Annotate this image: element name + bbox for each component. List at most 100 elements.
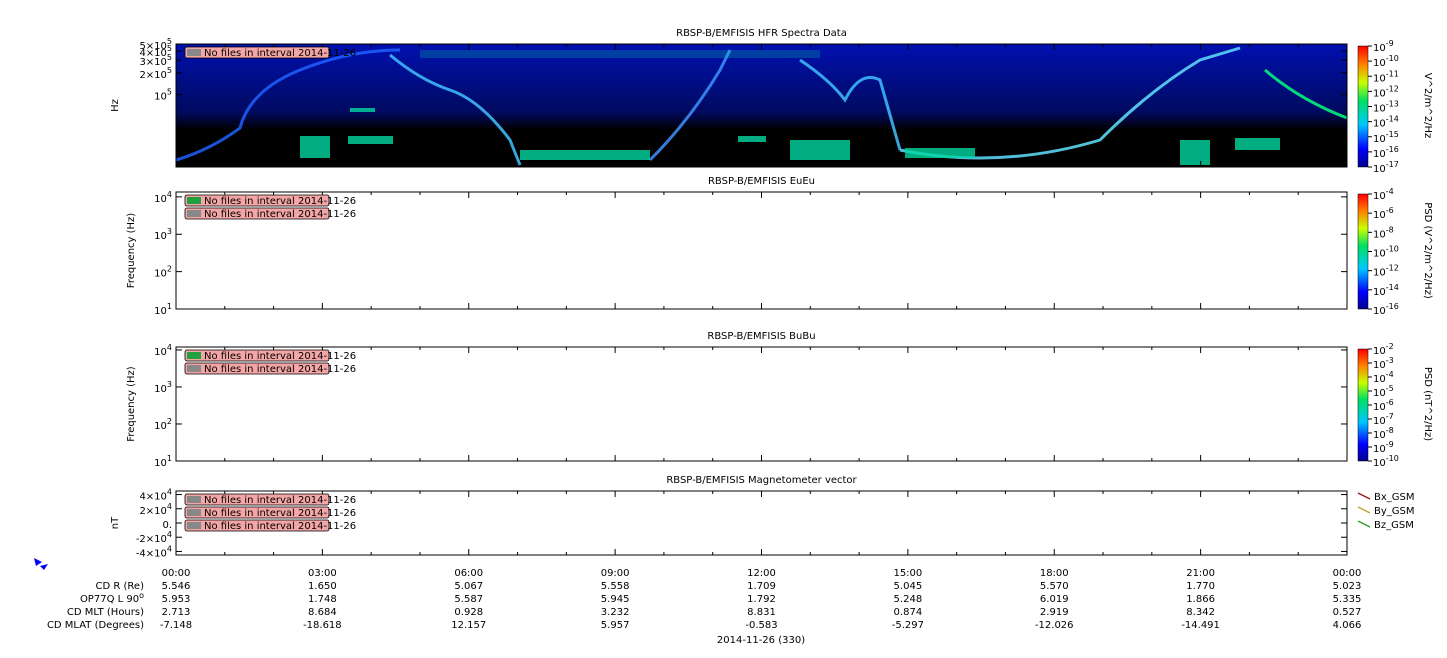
ephemeris-label-text: CD MLAT (Degrees) (47, 620, 144, 631)
colorbar-tick-label-exp: -6 (1386, 398, 1394, 407)
colorbar-tick-label-base: 10 (1373, 287, 1386, 298)
ephemeris-value: 0.527 (1333, 607, 1362, 618)
ephemeris-label-text: OP77Q L 90 (80, 594, 139, 605)
ephemeris-label: CD MLAT (Degrees) (47, 620, 144, 631)
colorbar-tick-label-exp: -4 (1386, 187, 1394, 196)
y-tick-label-base: 2×10 (139, 70, 166, 81)
ephemeris-value: 5.587 (454, 594, 483, 605)
y-tick-label-exp: 5 (167, 65, 172, 74)
ephemeris-value: 3.232 (601, 607, 630, 618)
ephemeris-value: -12.026 (1035, 620, 1074, 631)
colorbar-tick-label: 10-2 (1373, 342, 1394, 358)
x-tick-label: 09:00 (601, 568, 630, 579)
note-box (184, 362, 330, 375)
panel-title: RBSP-B/EMFISIS HFR Spectra Data (676, 28, 847, 39)
y-tick-label-base: 10 (154, 231, 167, 242)
colorbar-tick-label: 10-12 (1373, 263, 1399, 279)
note-box (184, 493, 330, 506)
colorbar-tick-label-base: 10 (1373, 388, 1386, 399)
note-text: No files in interval 2014-11-26 (204, 196, 356, 207)
ephemeris-value: 5.957 (601, 620, 630, 631)
legend-label: Bx_GSM (1374, 492, 1415, 503)
note-box (184, 46, 330, 59)
y-axis-label: nT (110, 516, 121, 529)
y-tick-label: 3×105 (139, 53, 172, 69)
y-tick-label: 0. (162, 520, 172, 531)
colorbar-tick-label: 10-8 (1373, 225, 1394, 241)
y-tick-label-exp: 4 (167, 530, 172, 539)
ephemeris-value: 5.945 (601, 594, 630, 605)
ephemeris-label: OP77Q L 90o (80, 591, 144, 606)
colorbar-tick-label-base: 10 (1373, 402, 1386, 413)
note-icon (187, 496, 201, 503)
colorbar-tick-label-exp: -14 (1386, 282, 1399, 291)
ephemeris-label: CD R (Re) (96, 581, 145, 592)
y-tick-label-exp: 4 (167, 544, 172, 553)
colorbar-tick-label-exp: -13 (1386, 99, 1399, 108)
note-icon (187, 509, 201, 516)
y-tick-label: 104 (154, 189, 172, 205)
ephemeris-label-text: CD R (Re) (96, 581, 145, 592)
y-tick-label-base: 3×10 (139, 57, 166, 68)
colorbar-tick-label-base: 10 (1373, 210, 1386, 221)
colorbar-tick-label: 10-11 (1373, 69, 1399, 85)
colorbar-tick-label-exp: -9 (1386, 39, 1394, 48)
y-tick-label-base: 10 (154, 306, 167, 317)
ephemeris-value: 1.709 (747, 581, 776, 592)
colorbar-tick-label-base: 10 (1373, 149, 1386, 160)
ephemeris-value: 2.713 (162, 607, 191, 618)
y-tick-label-base: 4×10 (139, 48, 166, 59)
colorbar-tick-label-exp: -17 (1386, 160, 1399, 169)
colorbar-tick-label: 10-4 (1373, 370, 1394, 386)
colorbar-tick-label-base: 10 (1373, 134, 1386, 145)
y-tick-label-exp: 1 (167, 302, 172, 311)
colorbar-tick-label-exp: -8 (1386, 225, 1394, 234)
y-tick-label: 103 (154, 379, 172, 395)
colorbar-tick-label: 10-8 (1373, 426, 1394, 442)
ephemeris-value: 1.650 (308, 581, 337, 592)
colorbar-tick-label: 10-12 (1373, 84, 1399, 100)
ephemeris-value: 12.157 (451, 620, 486, 631)
note-box (184, 194, 330, 207)
y-tick-label: 105 (154, 87, 172, 103)
colorbar-tick-label-base: 10 (1373, 430, 1386, 441)
note-icon (187, 352, 201, 359)
panel-title: RBSP-B/EMFISIS Magnetometer vector (666, 475, 857, 486)
note-text: No files in interval 2014-11-26 (204, 351, 356, 362)
y-tick-label: 103 (154, 227, 172, 243)
ephemeris-value: 5.558 (601, 581, 630, 592)
colorbar-tick-label: 10-15 (1373, 129, 1399, 145)
legend-label: Bz_GSM (1374, 520, 1414, 531)
ephemeris-value: 0.874 (894, 607, 923, 618)
colorbar-tick-label: 10-10 (1373, 244, 1399, 260)
ephemeris-value: 5.067 (454, 581, 483, 592)
ephemeris-value: 1.792 (747, 594, 776, 605)
y-tick-label-exp: 4 (167, 487, 172, 496)
colorbar-tick-label: 10-10 (1373, 454, 1399, 470)
colorbar-tick-label-base: 10 (1373, 119, 1386, 130)
y-tick-label: -2×104 (136, 530, 172, 546)
colorbar-tick-label-exp: -5 (1386, 384, 1394, 393)
note-text: No files in interval 2014-11-26 (204, 521, 356, 532)
x-tick-label: 03:00 (308, 568, 337, 579)
y-tick-label-base: 10 (154, 421, 167, 432)
colorbar-tick-label: 10-14 (1373, 114, 1399, 130)
colorbar-tick-label-base: 10 (1373, 88, 1386, 99)
colorbar-tick-label: 10-9 (1373, 440, 1394, 456)
colorbar-tick-label: 10-9 (1373, 39, 1394, 55)
colorbar-tick-label-exp: -2 (1386, 342, 1394, 351)
x-tick-label: 00:00 (1333, 568, 1362, 579)
y-tick-label-base: 10 (154, 458, 167, 469)
y-tick-label-exp: 4 (167, 342, 172, 351)
panel-title: RBSP-B/EMFISIS EuEu (708, 176, 815, 187)
ephemeris-value: 5.045 (894, 581, 923, 592)
y-tick-label-exp: 3 (167, 227, 172, 236)
y-tick-label-exp: 4 (167, 189, 172, 198)
colorbar-tick-label-exp: -9 (1386, 440, 1394, 449)
y-tick-label-base: 10 (154, 384, 167, 395)
colorbar (1357, 193, 1369, 310)
ephemeris-value: 8.684 (308, 607, 337, 618)
y-tick-label: 104 (154, 342, 172, 358)
ephemeris-value: -7.148 (160, 620, 192, 631)
